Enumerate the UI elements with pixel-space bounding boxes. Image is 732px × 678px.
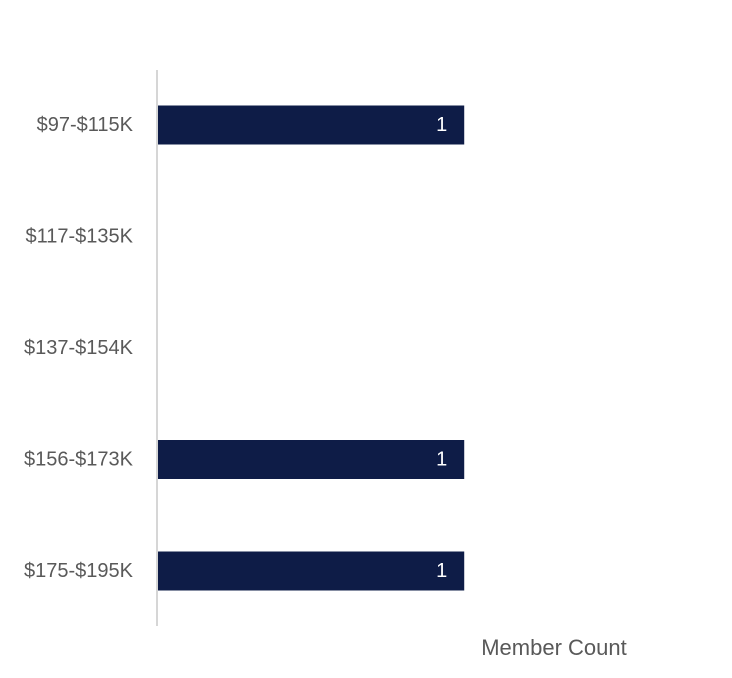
bar [158, 551, 465, 591]
category-label: $175-$195K [24, 560, 134, 582]
category-label: $97-$115K [37, 114, 134, 136]
bar [158, 440, 465, 479]
category-label: $156-$173K [24, 449, 134, 471]
data-label: 1 [436, 560, 447, 582]
data-label: 1 [436, 114, 447, 136]
category-label: $117-$135K [26, 226, 134, 248]
data-label: 1 [436, 449, 447, 471]
bar [158, 105, 465, 145]
x-axis-title: Member Count [481, 635, 627, 660]
category-label: $137-$154K [24, 337, 134, 359]
bars-group [158, 105, 465, 591]
category-labels: $97-$115K $117-$135K $137-$154K $156-$173K $… [24, 114, 134, 582]
data-labels: 1 1 1 [436, 114, 447, 582]
